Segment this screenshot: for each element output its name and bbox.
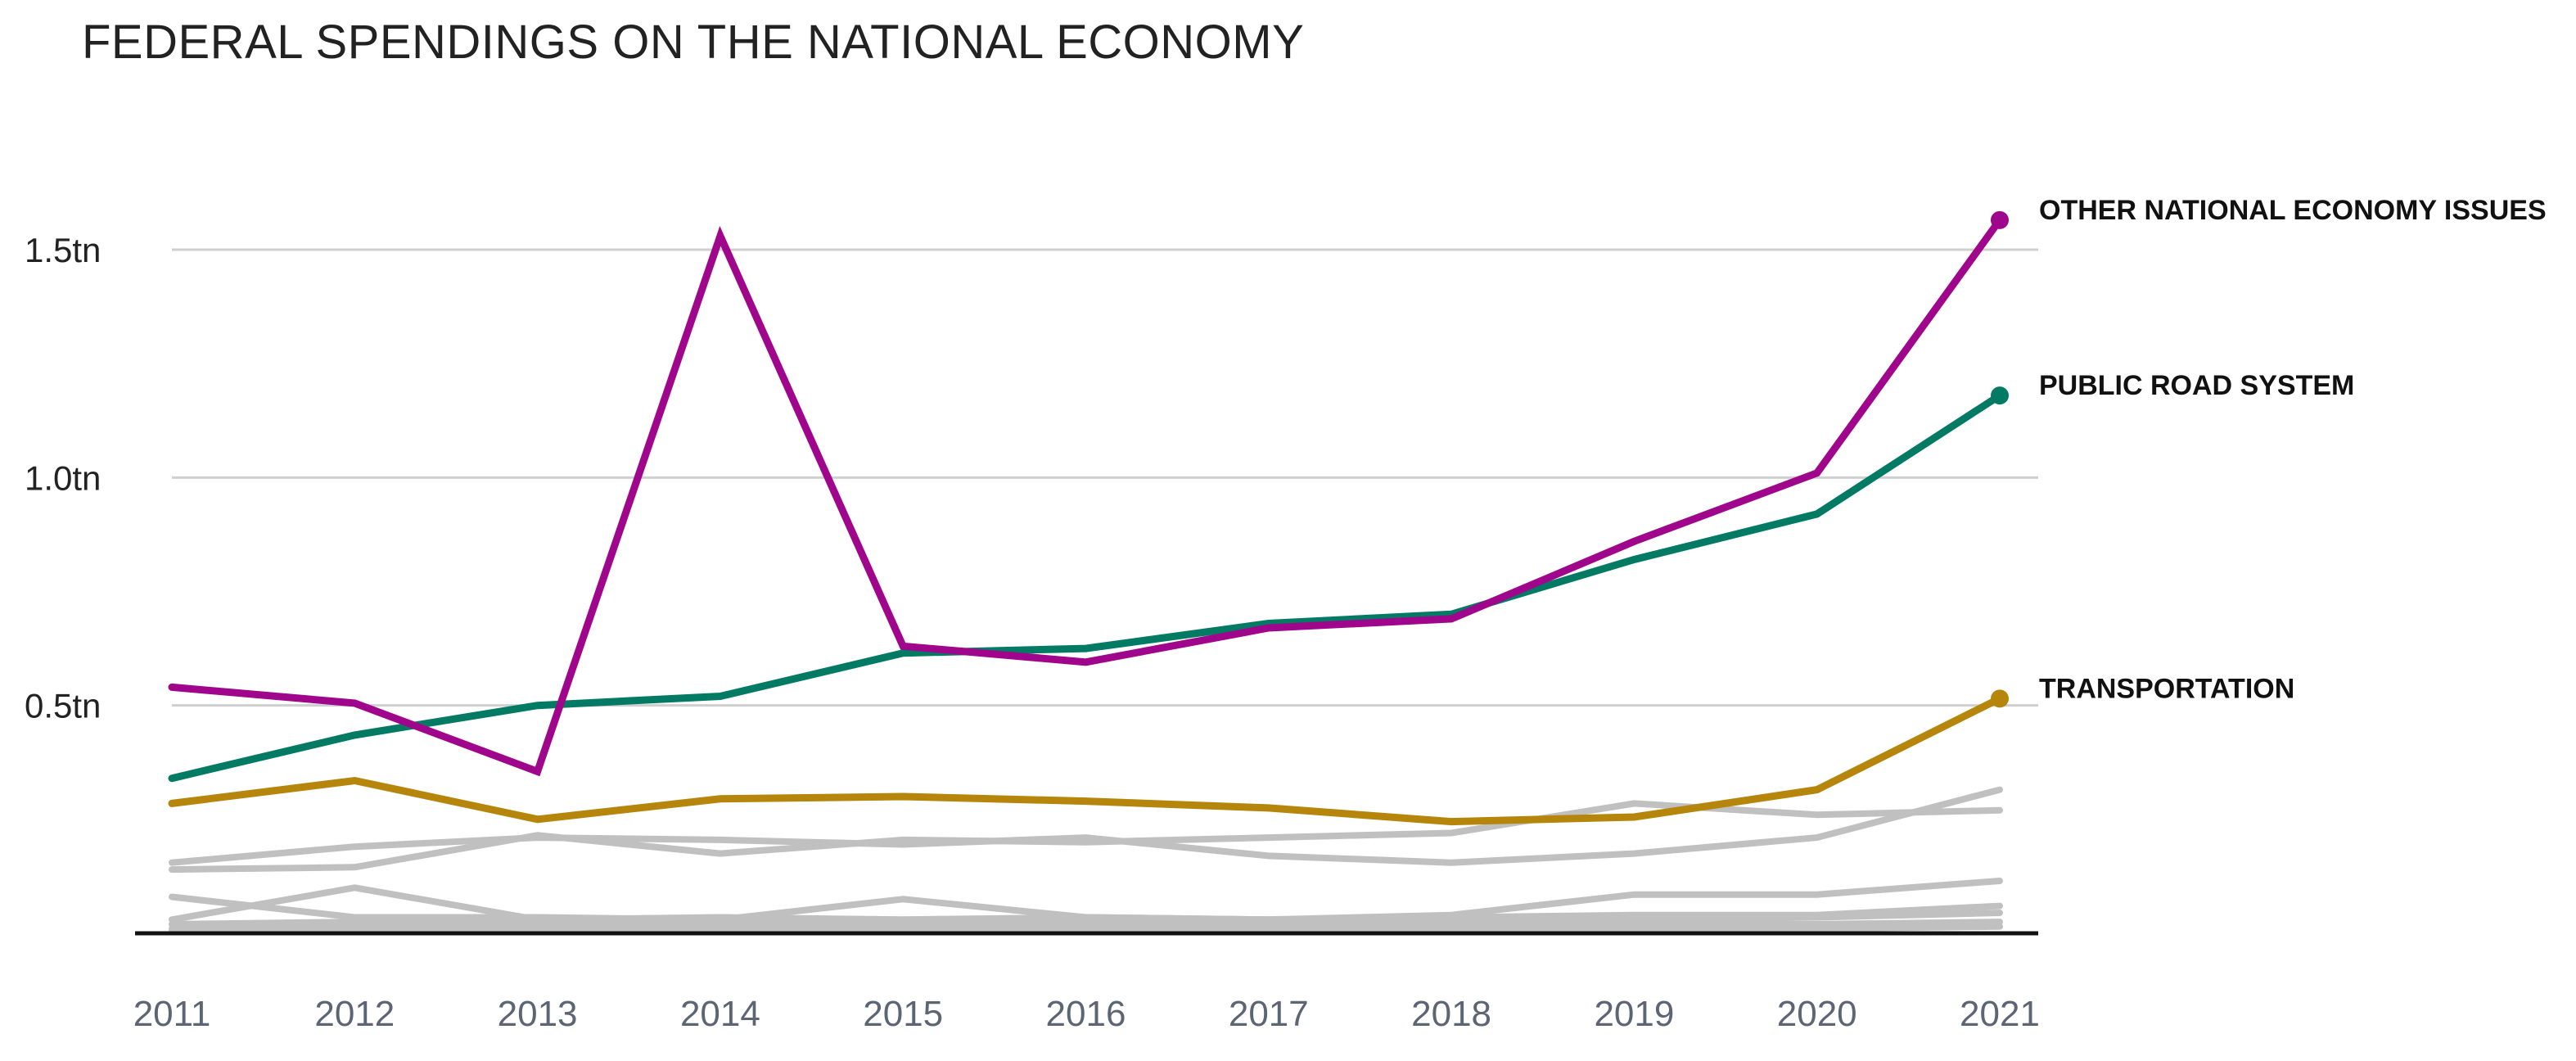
x-tick-label: 2017 <box>1229 994 1309 1034</box>
series-labels: TRANSPORTATION PUBLIC ROAD SYSTEM OTHER NA… <box>2039 195 2547 704</box>
background-series-line-6 <box>169 923 2003 935</box>
series-end-marker <box>1991 386 2009 405</box>
series-end-marker <box>1991 210 2009 229</box>
y-tick-label: 1.0tn <box>25 458 101 497</box>
x-tick-label: 2014 <box>680 994 760 1034</box>
x-tick-label: 2012 <box>314 994 395 1034</box>
x-tick-label: 2020 <box>1777 994 1857 1034</box>
x-tick-label: 2016 <box>1046 994 1126 1034</box>
x-tick-label: 2011 <box>133 994 211 1034</box>
series-label: OTHER NATIONAL ECONOMY ISSUES <box>2039 195 2547 226</box>
y-tick-label: 1.5tn <box>25 231 101 269</box>
series-line-other-national-economy-issues <box>168 216 2004 777</box>
background-series <box>169 786 2003 935</box>
x-tick-label: 2021 <box>1960 994 2040 1034</box>
y-tick-label: 0.5tn <box>25 687 101 725</box>
x-tick-label: 2013 <box>498 994 578 1034</box>
x-axis-ticks: 2011 2012 2013 2014 2015 2016 2017 2018 2019 2020… <box>133 994 2040 1034</box>
series-line-public-road-system <box>168 391 2004 783</box>
series-line-transportation <box>168 694 2004 826</box>
y-axis-ticks: 0.5tn 1.0tn 1.5tn <box>25 231 101 725</box>
x-tick-label: 2018 <box>1411 994 1491 1034</box>
grid-lines <box>172 248 2038 707</box>
series-label: PUBLIC ROAD SYSTEM <box>2039 370 2354 401</box>
background-series-line-4 <box>169 910 2003 928</box>
x-tick-label: 2015 <box>863 994 943 1034</box>
chart-title: FEDERAL SPENDINGS ON THE NATIONAL ECONOM… <box>82 16 1305 69</box>
highlighted-series <box>168 210 2009 826</box>
series-end-marker <box>1991 689 2009 708</box>
background-series-line-0 <box>169 786 2003 866</box>
background-series-line-3 <box>169 884 2003 923</box>
series-label: TRANSPORTATION <box>2039 673 2294 704</box>
x-tick-label: 2019 <box>1594 994 1674 1034</box>
